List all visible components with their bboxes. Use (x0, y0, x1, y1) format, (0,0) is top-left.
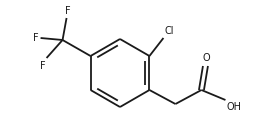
Text: F: F (65, 6, 70, 16)
Text: O: O (203, 53, 210, 63)
Text: F: F (33, 33, 39, 43)
Text: F: F (40, 61, 46, 71)
Text: OH: OH (226, 102, 241, 112)
Text: Cl: Cl (165, 26, 174, 36)
